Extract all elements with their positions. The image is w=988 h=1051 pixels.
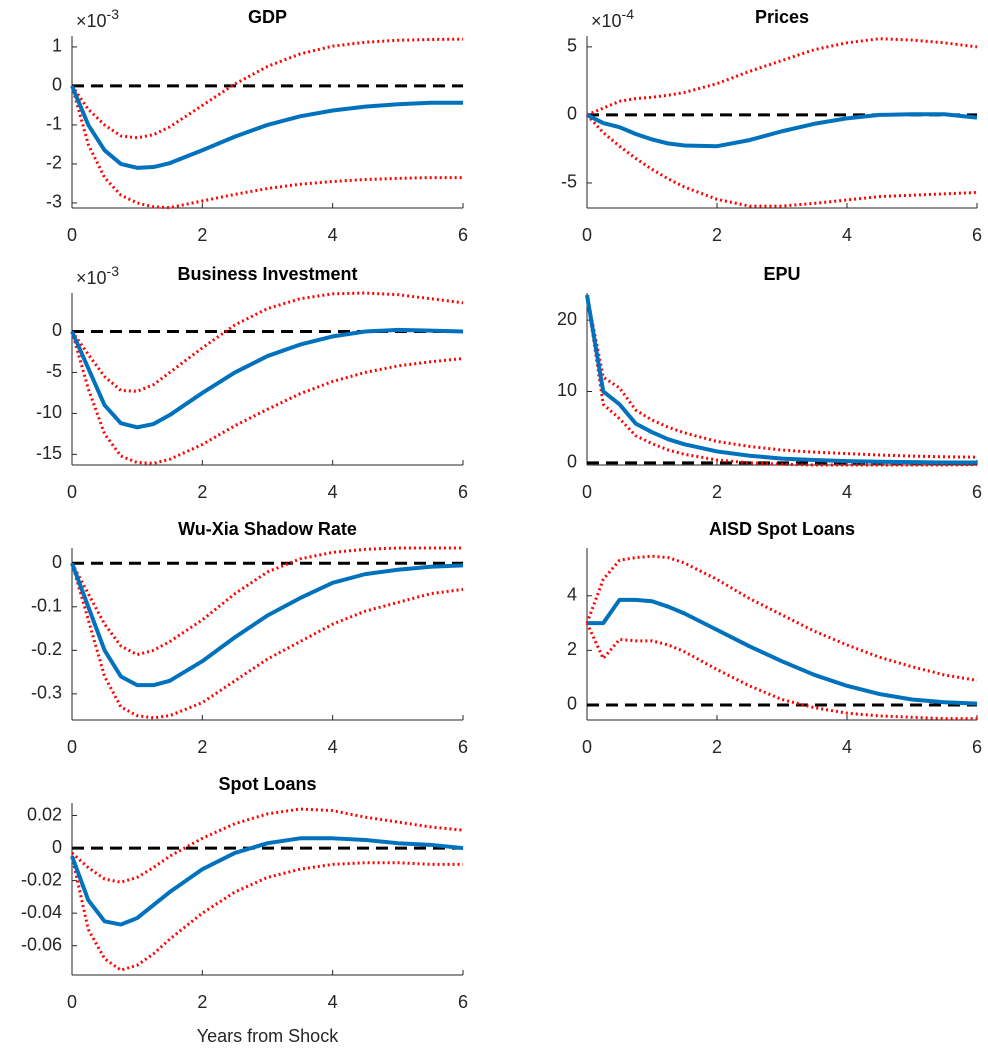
x-tick-label: 6 <box>458 992 468 1012</box>
multiplier-exponent: -3 <box>107 263 120 279</box>
x-tick-label: 0 <box>67 482 77 502</box>
response-line <box>70 85 463 170</box>
y-multiplier: ×10-4 <box>591 6 634 31</box>
x-tick-label: 2 <box>197 482 207 502</box>
chart-title: Prices <box>755 7 809 27</box>
band-line <box>585 554 978 682</box>
y-tick-label: -5 <box>46 361 62 381</box>
multiplier-base: ×10 <box>76 11 107 31</box>
y-tick-label: 1 <box>52 36 62 56</box>
multiplier-exponent: -3 <box>107 6 120 22</box>
y-tick-label: 20 <box>557 309 577 329</box>
x-tick-label: 2 <box>712 737 722 757</box>
band-line <box>70 85 463 210</box>
x-tick-label: 2 <box>712 482 722 502</box>
multiplier-exponent: -4 <box>622 6 635 22</box>
band-line <box>70 331 464 465</box>
y-multiplier: ×10-3 <box>76 6 119 31</box>
band-line <box>586 37 978 117</box>
multiplier-base: ×10 <box>76 268 107 288</box>
y-tick-label: -15 <box>36 443 62 463</box>
y-tick-label: -0.3 <box>31 683 62 703</box>
y-tick-label: -0.06 <box>21 934 62 954</box>
y-tick-label: 0 <box>567 104 577 124</box>
band-line <box>70 562 464 720</box>
y-tick-label: -3 <box>46 192 62 212</box>
response-line <box>587 597 978 706</box>
x-tick-label: 6 <box>458 482 468 502</box>
response-line <box>70 562 464 688</box>
y-tick-label: 0.02 <box>27 804 62 824</box>
y-tick-label: 10 <box>557 380 577 400</box>
y-tick-label: -10 <box>36 402 62 422</box>
x-tick-label: 0 <box>582 225 592 245</box>
x-tick-label: 6 <box>458 737 468 757</box>
x-tick-label: 0 <box>67 737 77 757</box>
multiplier-base: ×10 <box>591 11 622 31</box>
band-line <box>70 37 464 140</box>
x-tick-label: 2 <box>197 225 207 245</box>
chart-title: Business Investment <box>177 264 357 284</box>
chart-title: GDP <box>248 7 287 27</box>
y-tick-label: 0 <box>52 837 62 857</box>
y-tick-label: 0 <box>567 452 577 472</box>
band-line <box>70 855 463 972</box>
y-tick-label: 0 <box>567 694 577 714</box>
band-line <box>70 546 463 657</box>
x-tick-label: 2 <box>712 225 722 245</box>
chart-title: EPU <box>763 264 800 284</box>
y-tick-label: -2 <box>46 153 62 173</box>
y-tick-label: 0 <box>52 320 62 340</box>
response-line <box>585 294 977 465</box>
y-tick-label: -0.02 <box>21 869 62 889</box>
response-line <box>70 327 464 430</box>
band-line <box>70 807 464 884</box>
x-tick-label: 0 <box>582 737 592 757</box>
x-tick-label: 4 <box>842 482 852 502</box>
chart-title: Wu-Xia Shadow Rate <box>178 519 357 539</box>
x-tick-label: 6 <box>972 737 982 757</box>
x-tick-label: 0 <box>67 992 77 1012</box>
x-tick-label: 0 <box>67 225 77 245</box>
x-tick-label: 4 <box>328 225 338 245</box>
band-line <box>585 294 978 467</box>
x-tick-label: 4 <box>328 482 338 502</box>
x-tick-label: 6 <box>972 482 982 502</box>
y-tick-label: 2 <box>567 639 577 659</box>
chart-title: AISD Spot Loans <box>709 519 855 539</box>
x-axis-label: Years from Shock <box>197 1026 339 1046</box>
y-tick-label: -0.04 <box>21 902 62 922</box>
response-line <box>70 836 464 927</box>
x-tick-label: 2 <box>197 992 207 1012</box>
y-tick-label: 0 <box>52 552 62 572</box>
x-tick-label: 4 <box>328 992 338 1012</box>
band-line <box>585 622 977 721</box>
band-line <box>585 294 978 459</box>
chart-title: Spot Loans <box>219 774 317 794</box>
x-tick-label: 6 <box>972 225 982 245</box>
y-tick-label: 5 <box>567 36 577 56</box>
y-multiplier: ×10-3 <box>76 263 119 288</box>
band-line <box>585 113 978 208</box>
x-tick-label: 4 <box>328 737 338 757</box>
band-line <box>70 291 464 393</box>
y-tick-label: -0.1 <box>31 596 62 616</box>
x-tick-label: 4 <box>842 737 852 757</box>
y-tick-label: 0 <box>52 75 62 95</box>
x-tick-label: 0 <box>582 482 592 502</box>
response-line <box>586 112 978 149</box>
x-tick-label: 4 <box>842 225 852 245</box>
y-tick-label: -5 <box>561 172 577 192</box>
y-tick-label: -0.2 <box>31 639 62 659</box>
x-tick-label: 6 <box>458 225 468 245</box>
y-tick-label: -1 <box>46 114 62 134</box>
x-tick-label: 2 <box>197 737 207 757</box>
y-tick-label: 4 <box>567 585 577 605</box>
